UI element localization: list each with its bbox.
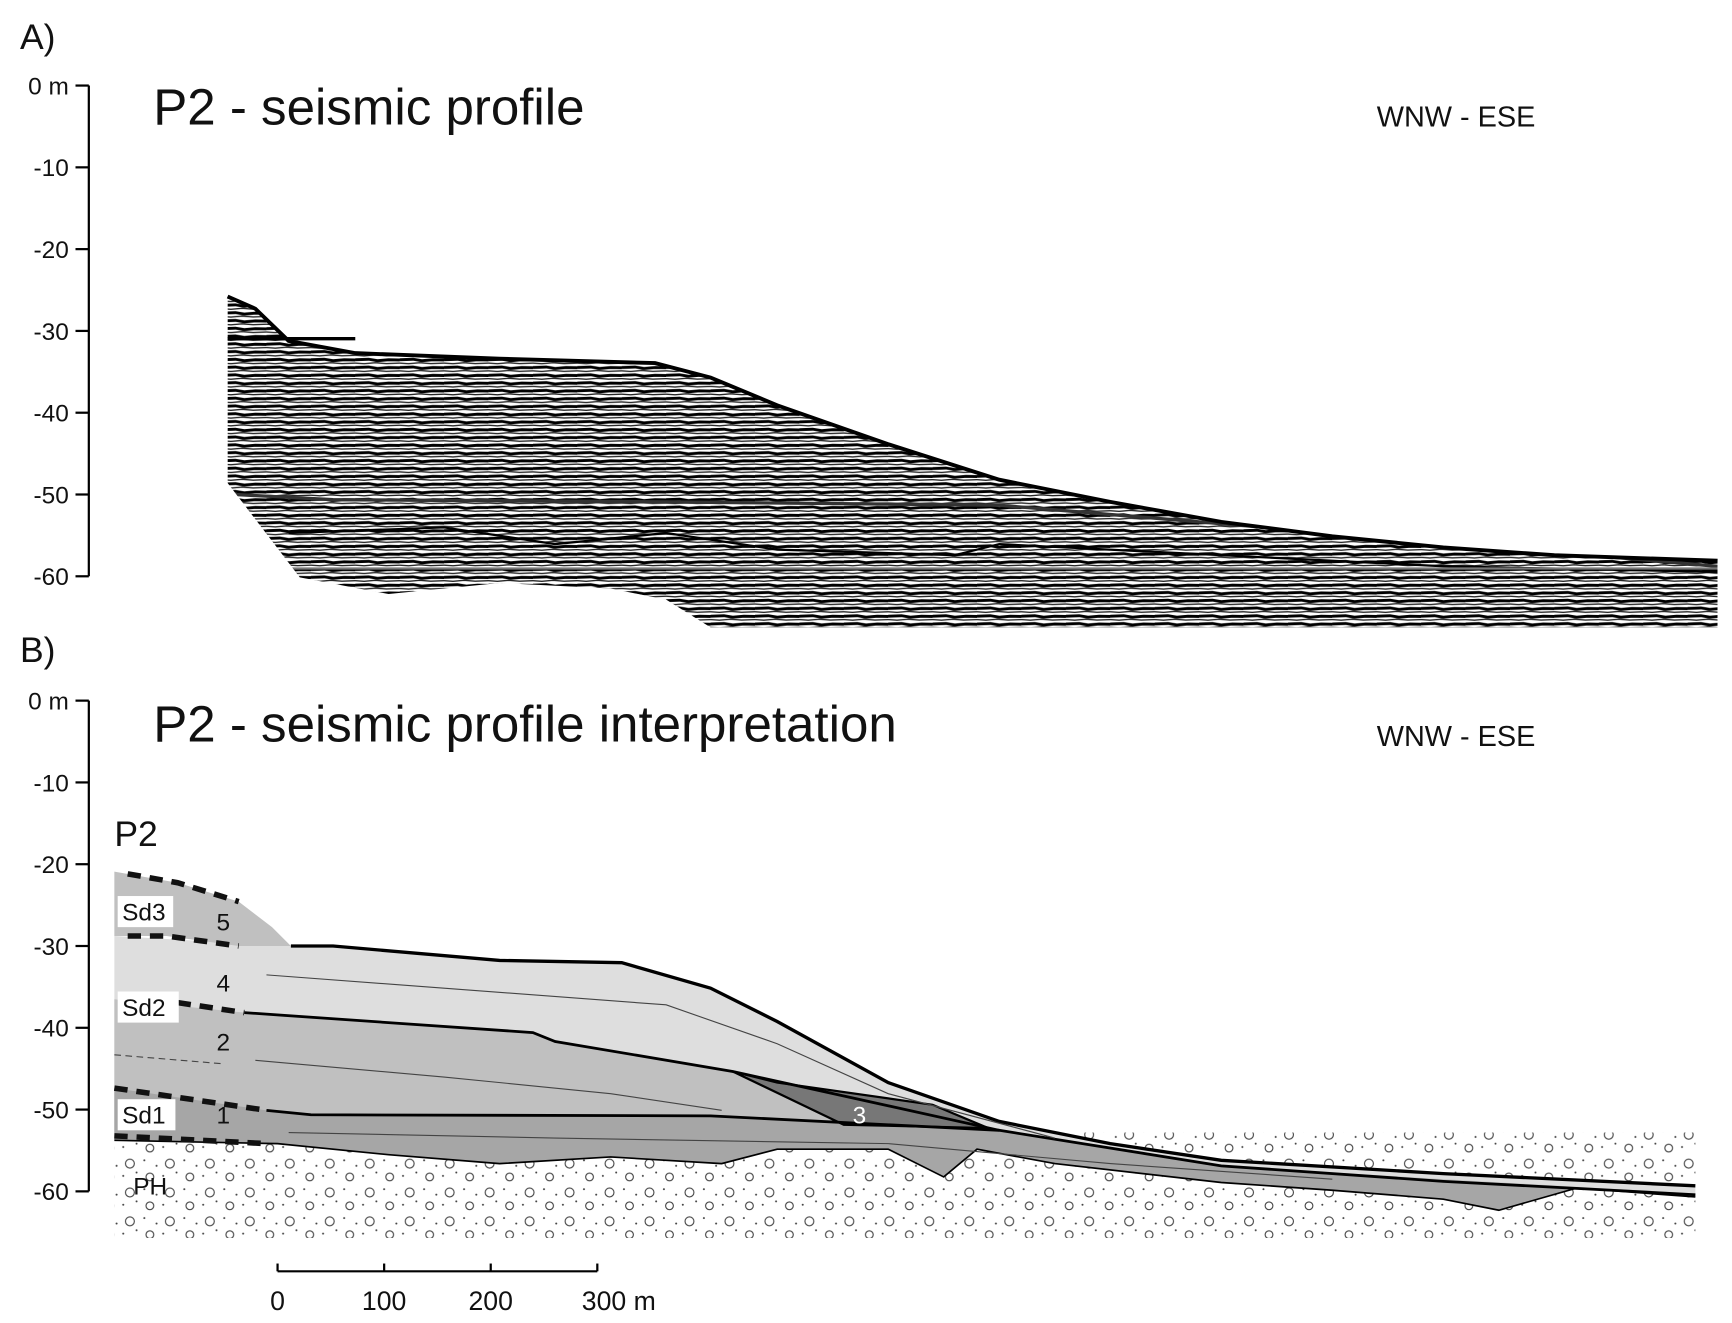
profile-label: P2 <box>114 814 157 854</box>
tick-label: -10 <box>34 770 69 797</box>
scale-label: 0 <box>270 1286 285 1316</box>
scale-bar: 0 100 200 300 m <box>270 1263 656 1316</box>
panel-label: B) <box>20 630 56 670</box>
scale-label: 200 <box>469 1286 513 1316</box>
unit-label: 5 <box>217 909 231 936</box>
direction: WNW - ESE <box>1377 721 1536 753</box>
seafloor <box>226 294 1718 563</box>
tick-label: -60 <box>34 564 69 591</box>
depth-axis: 0 m -10 -20 -30 -40 -50 -60 <box>28 689 90 1206</box>
tick-label: -30 <box>34 934 69 961</box>
seismic-image <box>227 296 1718 628</box>
panel-title: P2 - seismic profile <box>153 78 584 135</box>
tick-label: -20 <box>34 852 69 879</box>
tick-label: -40 <box>34 401 69 428</box>
tick-label: 0 m <box>28 689 69 716</box>
tick-label: -50 <box>34 1097 69 1124</box>
tick-label: -30 <box>34 319 69 346</box>
unit-label: 4 <box>217 971 231 998</box>
interpretation <box>113 871 1696 1238</box>
unit-label: PH <box>133 1174 167 1201</box>
panel-label: A) <box>20 17 56 57</box>
depth-axis: 0 m -10 -20 -30 -40 -50 -60 <box>28 73 90 591</box>
scale-label: 300 m <box>582 1286 656 1316</box>
unit-label: Sd3 <box>122 899 165 926</box>
unit-label: Sd2 <box>122 995 165 1022</box>
tick-label: -50 <box>34 482 69 509</box>
tick-label: -10 <box>34 155 69 182</box>
unit-label: Sd1 <box>122 1103 165 1130</box>
tick-label: -40 <box>34 1016 69 1043</box>
tick-label: -20 <box>34 237 69 264</box>
panel-title: P2 - seismic profile interpretation <box>153 696 897 753</box>
scale-label: 100 <box>362 1286 406 1316</box>
unit-label: 2 <box>217 1029 231 1056</box>
unit-label: 3 <box>853 1103 867 1130</box>
direction: WNW - ESE <box>1377 102 1536 134</box>
tick-label: 0 m <box>28 73 69 100</box>
tick-label: -60 <box>34 1179 69 1206</box>
unit-labels: Sd3 5 4 Sd2 2 Sd1 1 3 PH <box>117 896 867 1201</box>
unit-label: 1 <box>217 1103 231 1130</box>
